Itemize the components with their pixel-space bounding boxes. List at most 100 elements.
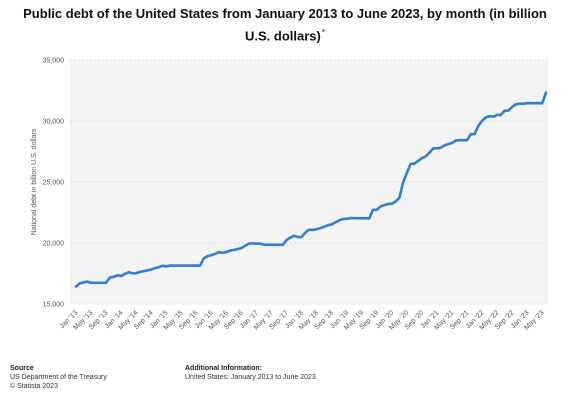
data-point [421, 157, 423, 159]
data-point [195, 264, 197, 267]
data-point [218, 251, 220, 253]
data-point [451, 142, 453, 144]
data-point [222, 252, 224, 254]
data-point [323, 226, 325, 228]
data-point [361, 217, 363, 219]
data-point [210, 254, 212, 256]
data-point [395, 200, 397, 203]
data-point [270, 244, 273, 246]
data-point [372, 209, 374, 211]
data-point [101, 282, 103, 284]
chart-title-line-1: Public debt of the United States from Ja… [23, 6, 547, 21]
additional-info-text: United States; January 2013 to June 2023 [185, 374, 316, 381]
source-heading: Source [10, 365, 34, 372]
data-point [481, 120, 483, 122]
data-point [267, 244, 269, 246]
data-point [376, 209, 378, 211]
data-points [75, 91, 547, 288]
data-point [199, 264, 201, 267]
title-footnote-mark: * [321, 28, 325, 37]
data-point [150, 269, 152, 271]
data-point [214, 253, 216, 255]
data-point [357, 217, 359, 219]
data-point [477, 125, 479, 127]
series-line-public-debt [74, 91, 548, 288]
data-point [462, 139, 464, 141]
data-point [203, 257, 205, 259]
data-point [308, 229, 310, 231]
data-point [259, 242, 261, 245]
chart-title: Public debt of the United States from Ja… [10, 4, 560, 45]
data-point [443, 144, 446, 146]
data-point [79, 282, 81, 284]
y-tick-label: 35,000 [43, 58, 65, 65]
data-point [169, 264, 171, 267]
data-point [391, 203, 393, 205]
data-point [128, 271, 130, 273]
data-point [255, 243, 258, 245]
data-point [113, 276, 115, 278]
data-point [282, 244, 284, 246]
data-point [191, 264, 194, 267]
data-point [440, 147, 442, 149]
data-point [229, 249, 231, 252]
data-point [353, 217, 355, 219]
data-point [436, 147, 438, 149]
data-point [364, 217, 367, 219]
data-point [473, 133, 476, 135]
data-point [304, 231, 306, 234]
data-point [274, 244, 276, 246]
source-text: US Department of the Treasury [10, 374, 107, 381]
data-point [143, 270, 145, 272]
additional-info-heading: Additional Information: [185, 365, 262, 372]
data-point [455, 139, 457, 142]
data-point [263, 244, 265, 246]
data-point [368, 217, 370, 219]
data-point [334, 221, 337, 223]
data-point [522, 103, 525, 105]
data-point [410, 163, 412, 165]
data-point [237, 248, 239, 250]
data-point [225, 251, 227, 253]
data-point [541, 102, 543, 104]
data-point [346, 218, 348, 220]
data-point [90, 282, 92, 284]
data-point [402, 181, 404, 183]
data-point [293, 235, 295, 237]
data-point [154, 267, 156, 269]
data-point [428, 152, 431, 154]
data-point [537, 102, 540, 104]
data-point [82, 281, 85, 284]
data-point [349, 217, 352, 219]
data-point [331, 223, 333, 226]
data-point [507, 109, 509, 112]
data-point [135, 272, 137, 274]
data-point [120, 275, 122, 277]
data-point [252, 242, 254, 244]
data-point [105, 282, 107, 284]
data-point [161, 265, 164, 267]
copyright-text: © Statista 2023 [10, 383, 58, 390]
data-point [285, 239, 288, 241]
data-point [319, 227, 321, 229]
data-point [139, 271, 141, 273]
data-point [244, 245, 246, 247]
additional-info-block: Additional Information: United States; J… [185, 364, 316, 382]
data-point [301, 236, 303, 238]
data-point [530, 102, 532, 104]
data-point [526, 102, 528, 104]
data-point [383, 204, 385, 206]
data-point [458, 139, 461, 141]
data-point [466, 139, 468, 141]
data-point [447, 143, 449, 145]
data-point [379, 205, 382, 207]
data-point [240, 247, 243, 249]
data-point [176, 264, 179, 267]
data-point [75, 285, 77, 288]
data-point [470, 133, 472, 135]
data-point [338, 219, 340, 222]
data-point [432, 147, 434, 150]
data-point [504, 110, 506, 112]
